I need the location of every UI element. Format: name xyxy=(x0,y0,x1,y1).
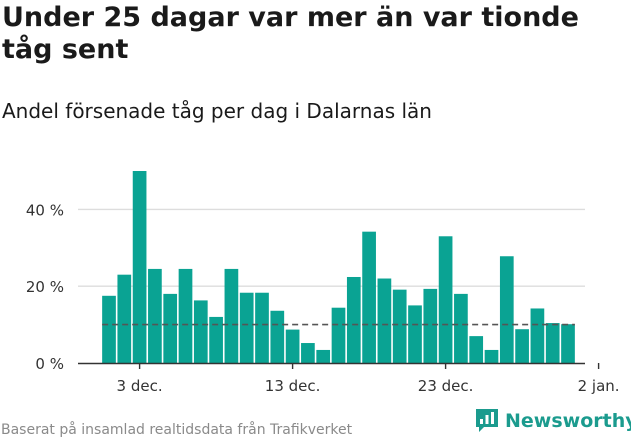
bar xyxy=(285,329,300,363)
bar xyxy=(316,349,331,363)
bar xyxy=(346,276,361,363)
bar xyxy=(423,288,438,363)
bar xyxy=(408,305,422,363)
brand-logo: Newsworthy xyxy=(475,408,631,434)
bar xyxy=(454,293,468,363)
bar xyxy=(499,256,514,363)
bar xyxy=(132,171,147,363)
bar xyxy=(530,308,545,363)
bar xyxy=(255,292,269,363)
bar xyxy=(545,323,560,363)
brand-name: Newsworthy xyxy=(505,410,631,432)
bar xyxy=(193,300,208,363)
y-tick-label: 20 % xyxy=(26,278,64,296)
bar xyxy=(224,268,239,363)
bar xyxy=(102,295,116,363)
bar xyxy=(515,329,529,363)
bar xyxy=(148,268,162,363)
bar xyxy=(270,310,285,363)
bar xyxy=(178,268,193,363)
bar xyxy=(163,293,178,363)
bar xyxy=(301,343,315,363)
y-tick-label: 0 % xyxy=(35,355,64,373)
bar xyxy=(209,316,223,363)
x-tick-label: 23 dec. xyxy=(418,377,474,395)
bar xyxy=(469,336,484,363)
chart-title: Under 25 dagar var mer än var tionde tåg… xyxy=(2,2,579,65)
bar xyxy=(331,307,346,363)
bar xyxy=(239,292,254,363)
newsworthy-chart-logo-icon xyxy=(476,409,498,432)
source-note: Baserat på insamlad realtidsdata från Tr… xyxy=(1,422,353,438)
x-tick-label: 2 jan. xyxy=(578,377,620,395)
bar xyxy=(561,324,575,363)
x-tick-label: 13 dec. xyxy=(265,377,321,395)
bar xyxy=(117,274,132,363)
x-tick-label: 3 dec. xyxy=(117,377,163,395)
bar xyxy=(362,231,376,363)
bar xyxy=(484,349,499,363)
chart-subtitle: Andel försenade tåg per dag i Dalarnas l… xyxy=(2,99,432,123)
y-tick-label: 40 % xyxy=(26,201,64,219)
bar xyxy=(392,289,407,363)
bar xyxy=(438,236,453,363)
bar xyxy=(377,278,392,363)
